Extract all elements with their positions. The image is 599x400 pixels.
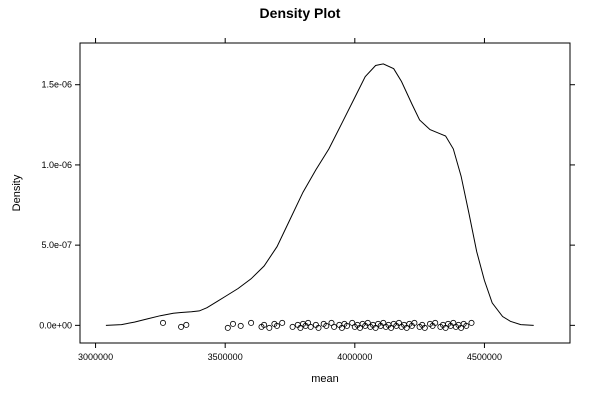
rug-point (261, 321, 268, 328)
rug-points (159, 319, 475, 331)
rug-point (307, 323, 314, 330)
rug-point (229, 320, 236, 327)
x-tick-label: 4000000 (337, 352, 372, 362)
chart-title: Density Plot (260, 5, 341, 21)
rug-point (343, 322, 350, 329)
rug-point (323, 322, 330, 329)
rug-point (266, 324, 273, 331)
rug-point (273, 322, 280, 329)
x-tick-label: 3000000 (78, 352, 113, 362)
plot-frame (79, 42, 571, 344)
rug-point (468, 319, 475, 326)
y-tick-label: 1.5e-06 (41, 80, 72, 90)
x-axis-label: mean (311, 373, 339, 385)
rug-point (421, 324, 428, 331)
rug-point (237, 322, 244, 329)
y-tick-label: 0.0e+00 (39, 320, 72, 330)
rug-point (331, 323, 338, 330)
rug-point (178, 323, 185, 330)
y-tick-label: 5.0e-07 (41, 240, 72, 250)
rug-point (432, 319, 439, 326)
density-curve (105, 63, 534, 326)
rug-point (315, 324, 322, 331)
x-tick-label: 4500000 (467, 352, 502, 362)
rug-point (411, 319, 418, 326)
y-axis-ticks: 0.0e+00 5.0e-07 1.0e-06 1.5e-06 (39, 80, 575, 330)
rug-point (183, 321, 190, 328)
y-tick-label: 1.0e-06 (41, 160, 72, 170)
rug-point (279, 319, 286, 326)
rug-point (248, 319, 255, 326)
rug-point (289, 323, 296, 330)
rug-point (224, 324, 231, 331)
rug-point (463, 322, 470, 329)
rug-point (159, 319, 166, 326)
y-axis-label: Density (11, 174, 23, 211)
x-axis-ticks: 3000000 3500000 4000000 4500000 (78, 38, 502, 362)
x-tick-label: 3500000 (208, 352, 243, 362)
